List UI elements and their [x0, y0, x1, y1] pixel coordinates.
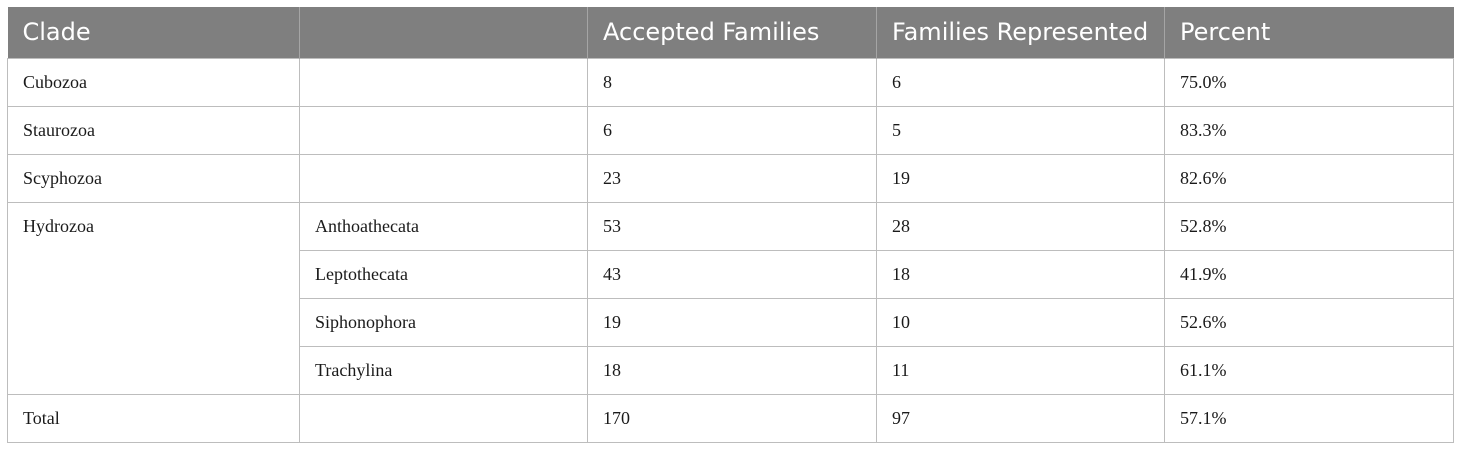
cell-subclade: [299, 153, 588, 203]
families-table: Clade Accepted Families Families Represe…: [7, 7, 1454, 443]
cell-percent: 61.1%: [1164, 345, 1454, 395]
cell-subclade: Siphonophora: [299, 297, 588, 347]
table-row-total: Total 170 97 57.1%: [7, 393, 1454, 443]
cell-accepted: 170: [587, 393, 877, 443]
header-clade: Clade: [7, 7, 300, 58]
cell-percent: 41.9%: [1164, 249, 1454, 299]
table-row-cubozoa: Cubozoa 8 6 75.0%: [7, 57, 1454, 107]
cell-accepted: 43: [587, 249, 877, 299]
cell-subclade: [299, 393, 588, 443]
cell-clade: Scyphozoa: [7, 153, 300, 203]
cell-represented: 11: [876, 345, 1165, 395]
table-row-hydrozoa-anthoathecata: Hydrozoa Anthoathecata 53 28 52.8%: [7, 201, 1454, 395]
cell-subclade: Leptothecata: [299, 249, 588, 299]
cell-represented: 5: [876, 105, 1165, 155]
cell-clade-hydrozoa: Hydrozoa: [7, 201, 300, 395]
cell-represented: 19: [876, 153, 1165, 203]
cell-clade: Total: [7, 393, 300, 443]
cell-accepted: 8: [587, 57, 877, 107]
header-accepted-families: Accepted Families: [587, 7, 877, 58]
header-percent: Percent: [1164, 7, 1454, 58]
cell-percent: 57.1%: [1164, 393, 1454, 443]
header-subclade: [299, 7, 588, 58]
cell-represented: 18: [876, 249, 1165, 299]
cell-represented: 97: [876, 393, 1165, 443]
cell-percent: 83.3%: [1164, 105, 1454, 155]
table-row-staurozoa: Staurozoa 6 5 83.3%: [7, 105, 1454, 155]
cell-clade: Staurozoa: [7, 105, 300, 155]
cell-subclade: [299, 105, 588, 155]
table-row-hydrozoa-siphonophora: Siphonophora 19 10 52.6%: [8, 297, 1454, 347]
cell-percent: 82.6%: [1164, 153, 1454, 203]
families-table-container: Clade Accepted Families Families Represe…: [7, 7, 1454, 443]
cell-subclade: Trachylina: [299, 345, 588, 395]
cell-accepted: 19: [587, 297, 877, 347]
table-row-hydrozoa-trachylina: Trachylina 18 11 61.1%: [8, 345, 1454, 395]
cell-percent: 75.0%: [1164, 57, 1454, 107]
cell-accepted: 18: [587, 345, 877, 395]
cell-represented: 28: [876, 201, 1165, 251]
cell-accepted: 53: [587, 201, 877, 251]
header-row: Clade Accepted Families Families Represe…: [7, 7, 1454, 58]
table-row-scyphozoa: Scyphozoa 23 19 82.6%: [7, 153, 1454, 203]
table-body: Cubozoa 8 6 75.0% Staurozoa 6 5 83.3% Sc…: [7, 57, 1454, 443]
cell-subclade: [299, 57, 588, 107]
cell-clade: Cubozoa: [7, 57, 300, 107]
cell-accepted: 6: [587, 105, 877, 155]
table-row-hydrozoa-leptothecata: Leptothecata 43 18 41.9%: [8, 249, 1454, 299]
table-header: Clade Accepted Families Families Represe…: [7, 7, 1454, 58]
cell-represented: 6: [876, 57, 1165, 107]
cell-percent: 52.8%: [1164, 201, 1454, 251]
cell-percent: 52.6%: [1164, 297, 1454, 347]
cell-subclade: Anthoathecata: [299, 201, 588, 251]
cell-represented: 10: [876, 297, 1165, 347]
header-families-represented: Families Represented: [876, 7, 1165, 58]
cell-accepted: 23: [587, 153, 877, 203]
